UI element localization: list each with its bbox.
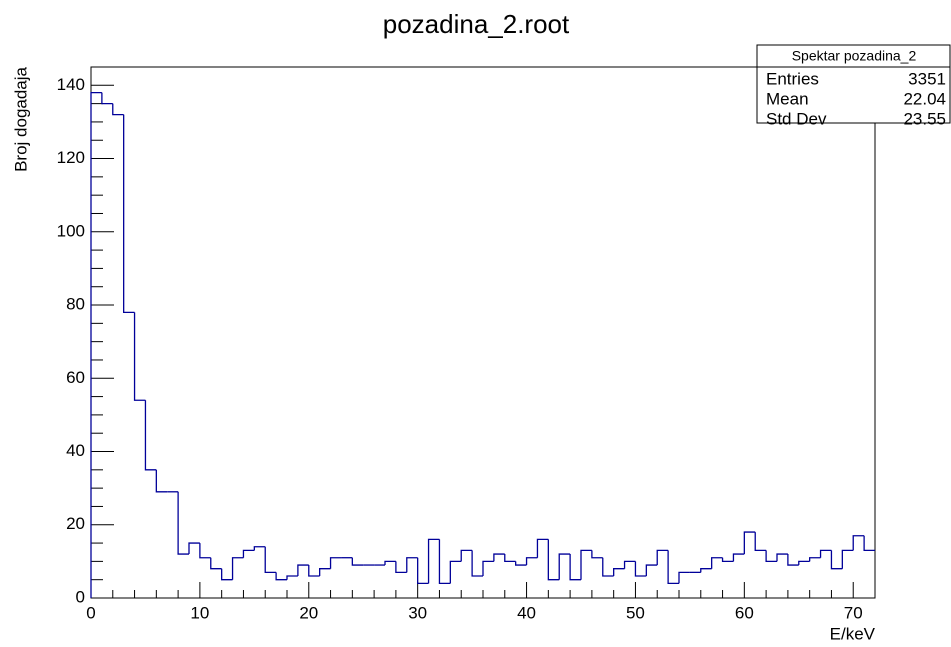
histogram-bin [177, 491, 189, 555]
x-tick-label: 60 [735, 603, 754, 622]
y-tick-label: 100 [57, 221, 85, 240]
x-tick-label: 30 [408, 603, 427, 622]
histogram-bin [427, 538, 440, 584]
y-tick-label: 140 [57, 75, 85, 94]
histogram-bin [449, 560, 462, 584]
histogram-bin [112, 103, 124, 116]
x-tick-label: 70 [844, 603, 863, 622]
stats-label: Entries [766, 69, 819, 88]
frame [90, 66, 876, 599]
histogram-bin [678, 571, 690, 584]
histogram-bin [101, 92, 113, 105]
histogram-bin [90, 91, 102, 598]
histogram-bin [863, 535, 875, 552]
stats-title: Spektar pozadina_2 [792, 48, 917, 64]
histogram-bin [515, 561, 527, 566]
histogram-bin [743, 531, 756, 555]
y-tick-label: 20 [66, 514, 85, 533]
histogram-bin [286, 575, 298, 580]
histogram-bin [329, 557, 342, 569]
histogram-bin [144, 400, 157, 471]
histogram-bin [776, 553, 788, 562]
histogram-bin [133, 312, 146, 401]
histogram-bin [656, 549, 669, 566]
histogram-bin [438, 539, 451, 585]
histogram-bin [569, 554, 581, 581]
histogram-bin [308, 565, 320, 577]
histogram-bin [809, 557, 821, 562]
histogram-bin [721, 557, 734, 563]
stats-value: 3351 [908, 69, 946, 88]
y-axis-label: Broj dogadaja [11, 66, 30, 171]
x-axis-label: E/keV [830, 624, 876, 643]
histogram-bin [319, 568, 331, 577]
y-tick-label: 60 [66, 368, 85, 387]
histogram-bin [732, 553, 745, 562]
histogram-bin [765, 550, 777, 563]
histogram-bin [536, 538, 549, 558]
histogram-bin [471, 550, 483, 577]
histogram-bin [754, 532, 767, 552]
histogram-bin [547, 539, 560, 581]
histogram-bin [819, 549, 832, 558]
x-tick-label: 50 [626, 603, 645, 622]
y-tick-label: 0 [76, 587, 85, 606]
histogram-bin [830, 550, 843, 570]
histogram-bin [417, 557, 429, 585]
y-tick-label: 40 [66, 441, 85, 460]
histogram-bin [525, 557, 538, 566]
histogram-bin [275, 572, 287, 581]
histogram-bin [580, 549, 592, 580]
histogram-bin [395, 561, 407, 574]
x-tick-label: 20 [299, 603, 318, 622]
histogram-bin [787, 554, 799, 566]
histogram-bin [199, 543, 211, 559]
histogram-bin [188, 542, 200, 555]
histogram-bin [504, 554, 516, 563]
stats-label: Mean [766, 89, 809, 108]
x-tick-label: 10 [190, 603, 209, 622]
histogram-bin [841, 549, 854, 569]
histogram-bin [558, 553, 571, 580]
histogram-bin [852, 535, 865, 551]
x-tick-label: 40 [517, 603, 536, 622]
histogram-bin [231, 557, 244, 580]
y-tick-label: 80 [66, 295, 85, 314]
histogram-bin [602, 557, 614, 577]
stats-box [756, 44, 951, 124]
histogram-bin [406, 557, 418, 573]
histogram-bin [634, 561, 647, 577]
histogram-bin [623, 560, 636, 569]
histogram-bin [264, 546, 277, 574]
histogram-bin [221, 568, 233, 581]
histogram-bin [210, 557, 222, 570]
chart-title: pozadina_2.root [383, 9, 570, 39]
stats-value: 23.55 [903, 109, 946, 128]
histogram-bin [493, 553, 505, 562]
histogram-bin [384, 560, 396, 566]
histogram-bin [700, 568, 712, 573]
histogram-bin [351, 557, 364, 566]
stats-value: 22.04 [903, 89, 946, 108]
histogram-bin [645, 564, 658, 577]
histogram-bin [591, 550, 603, 559]
histogram-bin [297, 564, 309, 577]
y-tick-label: 120 [57, 148, 85, 167]
histogram-bin [155, 469, 168, 493]
x-tick-label: 0 [86, 603, 95, 622]
histogram-bin [482, 560, 494, 577]
histogram-bin [253, 546, 266, 551]
stats-label: Std Dev [766, 109, 827, 128]
histogram-bin [667, 550, 679, 585]
histogram-bin [242, 549, 255, 558]
histogram-bin [460, 549, 473, 562]
histogram-bin [711, 557, 723, 569]
histogram-bin [123, 114, 135, 314]
histogram-bin [798, 560, 810, 566]
histogram-bin [613, 568, 625, 577]
